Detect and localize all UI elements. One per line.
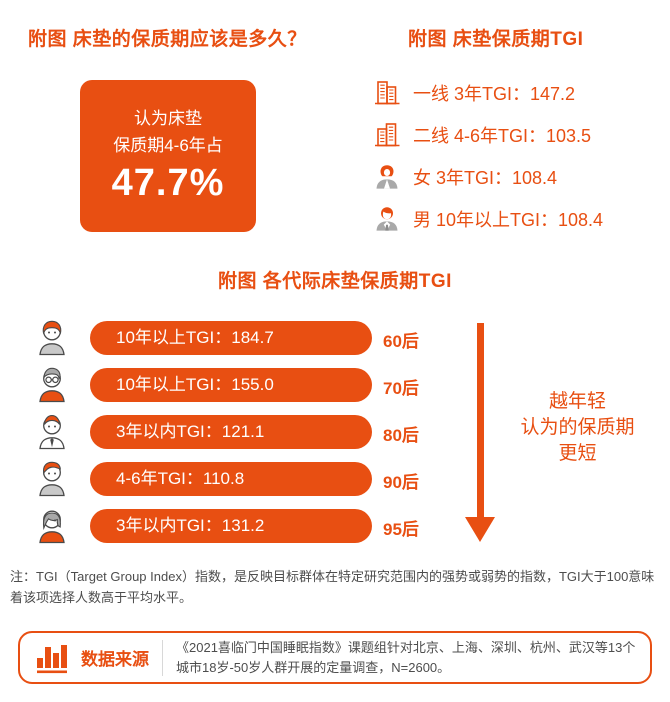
generation-label: 70后	[383, 379, 419, 398]
trend-annotation-line2: 认为的保质期	[520, 417, 635, 439]
generation-label: 80后	[383, 426, 419, 445]
tgi-list: 一线 3年TGI：147.2 二线 4-6年TGI：103.5	[372, 72, 668, 240]
female-icon	[372, 162, 402, 192]
down-arrow-shaft	[477, 323, 484, 518]
avatar-70s-icon	[32, 364, 72, 404]
tgi-bar: 4-6年TGI：110.8	[90, 462, 372, 496]
generation-label: 90后	[383, 473, 419, 492]
trend-annotation-line3: 更短	[558, 443, 597, 465]
tgi-item-label: 二线 4-6年TGI：103.5	[413, 126, 592, 146]
stat-card-value: 47.7%	[111, 162, 225, 204]
stat-card: 认为床垫 保质期4-6年占 47.7%	[80, 80, 256, 232]
down-arrow-head-icon	[465, 517, 495, 542]
buildings-tier2-icon	[372, 120, 402, 150]
generation-row-60s: 10年以上TGI：184.7 60后	[0, 320, 670, 356]
vertical-divider	[162, 639, 163, 676]
stat-card-line1: 认为床垫	[134, 109, 202, 129]
avatar-60s-icon	[32, 317, 72, 357]
avatar-80s-icon	[32, 411, 72, 451]
footnote: 注：TGI（Target Group Index）指数，是反映目标群体在特定研究…	[10, 569, 655, 606]
generation-row-90s: 4-6年TGI：110.8 90后	[0, 461, 670, 497]
tgi-item-tier2: 二线 4-6年TGI：103.5	[372, 114, 668, 156]
stat-card-line2: 保质期4-6年占	[113, 135, 223, 155]
tgi-item-label: 男 10年以上TGI：108.4	[413, 210, 604, 230]
source-label: 数据来源	[81, 650, 149, 669]
avatar-95s-icon	[32, 505, 72, 545]
tgi-item-label: 女 3年TGI：108.4	[413, 168, 558, 188]
generation-label: 60后	[383, 332, 419, 351]
trend-annotation: 越年轻 认为的保质期 更短	[495, 389, 660, 468]
generation-row-80s: 3年以内TGI：121.1 80后	[0, 415, 670, 450]
generation-label: 95后	[383, 520, 419, 539]
source-box: 数据来源 《2021喜临门中国睡眠指数》课题组针对北京、上海、深圳、杭州、武汉等…	[18, 631, 652, 684]
buildings-tier1-icon	[372, 78, 402, 108]
tgi-item-label: 一线 3年TGI：147.2	[413, 84, 576, 104]
generation-row-70s: 10年以上TGI：155.0 70后	[0, 367, 670, 403]
tgi-bar: 10年以上TGI：155.0	[90, 368, 372, 402]
tgi-bar: 10年以上TGI：184.7	[90, 321, 372, 355]
avatar-90s-icon	[32, 458, 72, 498]
trend-annotation-line1: 越年轻	[548, 391, 606, 412]
tgi-bar: 3年以内TGI：131.2	[90, 509, 372, 543]
bar-chart-icon	[34, 642, 72, 674]
male-icon	[372, 204, 402, 234]
source-text: 《2021喜临门中国睡眠指数》课题组针对北京、上海、深圳、杭州、武汉等13个城市…	[176, 640, 636, 675]
tgi-bar: 3年以内TGI：121.1	[90, 415, 372, 449]
generation-row-95s: 3年以内TGI：131.2 95后	[0, 509, 670, 544]
generation-chart-title: 附图 各代际床垫保质期TGI	[218, 271, 452, 292]
tgi-item-male: 男 10年以上TGI：108.4	[372, 198, 668, 240]
left-section-title: 附图 床垫的保质期应该是多久？	[28, 29, 307, 50]
right-section-title: 附图 床垫保质期TGI	[408, 29, 584, 50]
tgi-item-female: 女 3年TGI：108.4	[372, 156, 668, 198]
tgi-item-tier1: 一线 3年TGI：147.2	[372, 72, 668, 114]
